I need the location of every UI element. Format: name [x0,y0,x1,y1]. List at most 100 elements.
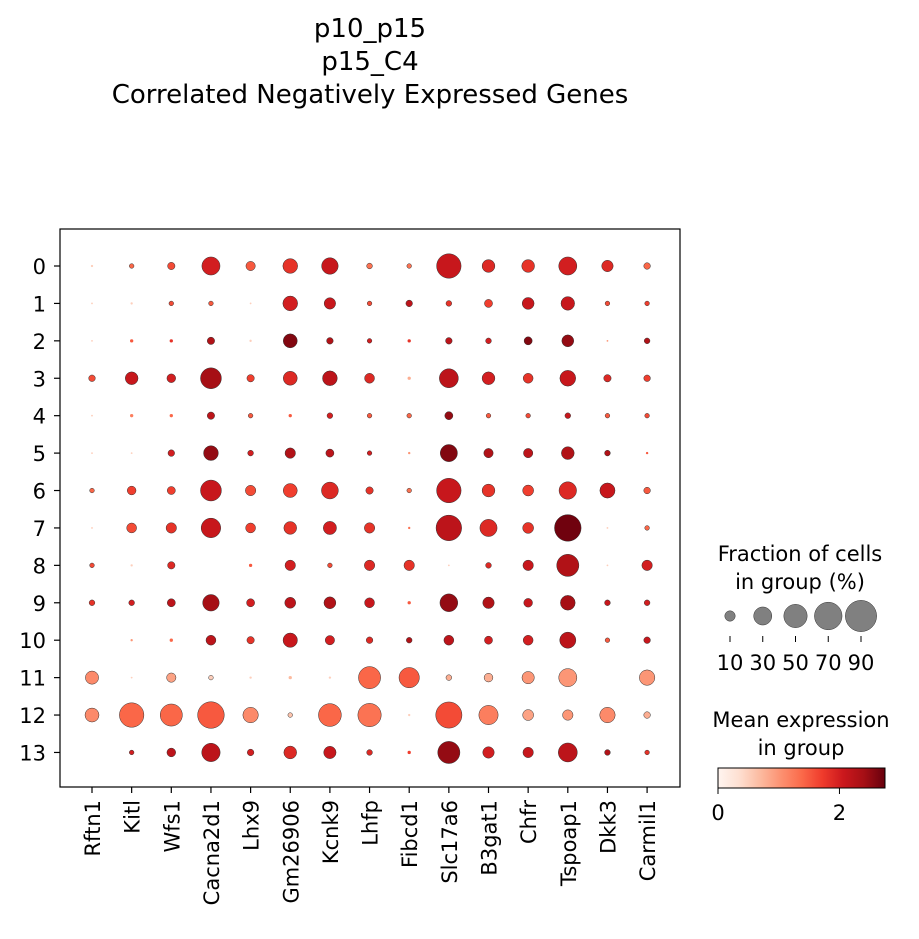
dot-0-kcnk9 [321,257,339,275]
dot-3-chfr [522,373,534,384]
dot-5-slc17a6 [440,444,458,462]
dot-1-dkk3 [604,300,611,307]
dot-11-carmil1 [639,669,656,686]
dot-8-fibcd1 [403,559,415,571]
dot-12-lhx9 [242,707,259,724]
y-tick-label-group-4: 4 [33,405,46,429]
dot-2-kcnk9 [326,337,334,345]
dot-11-lhfp [358,666,381,689]
dot-1-lhfp [366,300,373,307]
dot-5-gm26906 [284,447,296,459]
y-tick-label-group-11: 11 [19,667,46,691]
dot-0-kitl [129,263,135,269]
y-tick-label-group-2: 2 [33,330,46,354]
dot-9-carmil1 [643,599,651,606]
dot-2-rftn1 [91,339,93,342]
dot-2-b3gat1 [485,337,492,344]
dot-1-kcnk9 [323,297,336,310]
size-legend-label-90: 90 [848,651,875,675]
size-legend-dot-30 [753,606,773,626]
dot-2-cacna2d1 [207,336,215,345]
dot-7-rftn1 [91,527,93,529]
dot-11-slc17a6 [445,674,452,681]
dot-7-chfr [522,522,534,534]
y-tick-label-group-10: 10 [19,629,46,653]
dot-5-dkk3 [604,449,611,457]
x-tick-label-chfr: Chfr [517,800,541,844]
x-tick-label-kitl: Kitl [121,800,145,834]
dot-7-dkk3 [606,527,609,529]
dot-6-wfs1 [167,486,176,495]
plot-frame [59,228,681,788]
dot-3-carmil1 [643,374,651,382]
y-tick-label-group-13: 13 [19,741,46,765]
dot-9-b3gat1 [482,596,495,609]
dot-9-kitl [128,599,135,606]
dot-1-cacna2d1 [208,300,214,307]
dot-4-fibcd1 [406,413,412,419]
dot-1-chfr [521,297,535,310]
x-tick-label-dkk3: Dkk3 [596,800,620,854]
dot-7-slc17a6 [435,514,462,541]
dot-1-rftn1 [91,302,93,305]
dot-10-kitl [130,639,133,642]
dot-4-dkk3 [604,413,611,419]
dot-7-tspoap1 [554,514,582,542]
dot-10-lhfp [366,636,374,644]
dot-7-gm26906 [283,521,297,535]
dot-11-wfs1 [166,672,177,683]
dot-0-carmil1 [643,262,651,270]
dot-7-fibcd1 [408,526,411,530]
dot-3-fibcd1 [407,376,411,380]
dot-11-rftn1 [85,670,99,685]
dot-12-fibcd1 [408,713,411,717]
dot-12-cacna2d1 [197,701,225,729]
dot-6-kitl [127,485,137,496]
dot-3-b3gat1 [481,371,496,385]
dot-13-kitl [129,749,135,756]
dot-0-rftn1 [90,264,94,268]
dot-4-lhfp [366,413,373,419]
dot-1-fibcd1 [405,299,413,307]
dot-11-kitl [130,676,133,679]
dot-12-carmil1 [643,711,651,719]
dot-4-slc17a6 [444,411,454,420]
dot-4-gm26906 [288,414,292,418]
dot-12-kitl [119,702,145,728]
dot-6-rftn1 [89,487,95,494]
dot-6-tspoap1 [558,481,577,500]
title-line-3: Correlated Negatively Expressed Genes [112,80,629,110]
dot-6-gm26906 [283,483,298,498]
dot-2-carmil1 [643,337,651,344]
dot-9-lhfp [364,597,375,608]
dot-8-gm26906 [284,559,296,571]
dot-12-lhfp [357,703,382,727]
dot-10-dkk3 [604,637,611,643]
dot-8-wfs1 [167,561,176,570]
y-tick-label-group-8: 8 [33,554,46,578]
dot-8-lhfp [364,559,376,571]
dot-13-tspoap1 [558,742,578,763]
dot-3-lhfp [364,373,375,384]
size-legend: 10 30 50 70 90 [717,600,877,675]
dot-8-chfr [522,559,534,571]
dot-13-lhx9 [247,748,255,757]
dot-6-fibcd1 [406,487,412,494]
color-legend-title-line-1: Mean expression [712,708,889,732]
dot-2-fibcd1 [407,339,411,343]
dot-8-slc17a6 [447,564,450,567]
size-legend-dot-90 [845,600,877,632]
dot-2-lhfp [366,338,373,344]
dot-11-cacna2d1 [208,675,214,681]
dot-5-b3gat1 [483,448,494,459]
dot-9-dkk3 [604,599,611,606]
dot-5-wfs1 [167,449,175,457]
dot-0-cacna2d1 [201,256,221,276]
dot-10-slc17a6 [443,635,455,646]
dot-12-rftn1 [84,707,100,723]
dot-8-b3gat1 [485,562,492,569]
dot-11-b3gat1 [483,673,494,683]
dot-11-lhx9 [249,676,252,679]
dot-12-tspoap1 [562,709,574,721]
dot-13-lhfp [366,749,373,756]
